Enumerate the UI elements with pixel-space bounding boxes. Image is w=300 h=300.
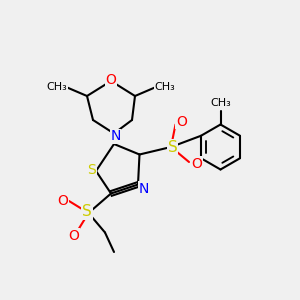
Text: O: O xyxy=(68,229,79,242)
Text: S: S xyxy=(82,204,92,219)
Text: N: N xyxy=(110,130,121,143)
Text: S: S xyxy=(168,140,177,154)
Text: CH₃: CH₃ xyxy=(210,98,231,109)
Text: N: N xyxy=(139,182,149,196)
Text: O: O xyxy=(191,157,202,170)
Text: O: O xyxy=(58,194,68,208)
Text: S: S xyxy=(87,163,96,176)
Text: O: O xyxy=(176,115,187,128)
Text: O: O xyxy=(106,73,116,86)
Text: CH₃: CH₃ xyxy=(46,82,68,92)
Text: CH₃: CH₃ xyxy=(154,82,176,92)
